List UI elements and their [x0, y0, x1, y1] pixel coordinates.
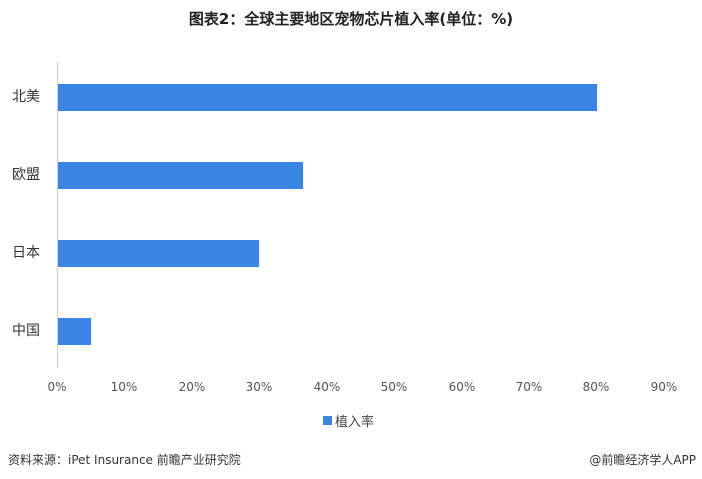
y-label-eu: 欧盟: [12, 167, 40, 183]
y-label-china: 中国: [12, 323, 40, 339]
y-label-north-america: 北美: [12, 89, 40, 105]
bar-japan: [58, 240, 260, 267]
x-tick: 20%: [178, 380, 206, 394]
bar-eu: [58, 162, 304, 189]
bar-china: [58, 318, 91, 345]
x-tick: 90%: [650, 380, 678, 394]
y-axis-line: [57, 62, 58, 368]
bar-north-america: [58, 84, 597, 111]
y-label-japan: 日本: [12, 245, 40, 261]
legend-swatch-icon: [323, 416, 332, 425]
x-tick: 0%: [47, 380, 67, 394]
brand-watermark: @前瞻经济学人APP: [589, 453, 696, 467]
chart-title: 图表2：全球主要地区宠物芯片植入率(单位：%): [188, 10, 514, 28]
legend: 植入率: [323, 411, 374, 430]
legend-label: 植入率: [335, 415, 375, 430]
x-tick: 80%: [582, 380, 610, 394]
x-tick: 40%: [313, 380, 341, 394]
x-tick: 60%: [448, 380, 476, 394]
x-tick: 30%: [245, 380, 273, 394]
x-tick: 70%: [515, 380, 543, 394]
source-note: 资料来源：iPet Insurance 前瞻产业研究院: [8, 453, 241, 467]
x-tick: 10%: [110, 380, 138, 394]
x-tick: 50%: [380, 380, 408, 394]
